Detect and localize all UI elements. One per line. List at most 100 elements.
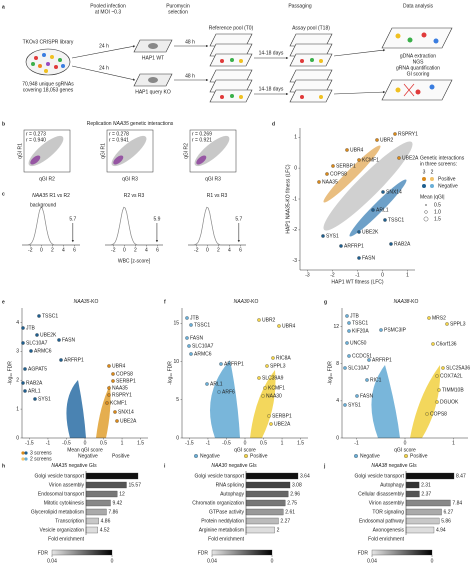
size-swatch xyxy=(423,216,429,222)
legend-label: 1.0 xyxy=(434,209,441,215)
gene-label: FASN xyxy=(190,335,203,341)
step-label: Passaging xyxy=(288,3,312,9)
gene-label: SERBP1 xyxy=(336,163,356,169)
x-tick-label: 2 xyxy=(51,247,54,253)
gene-label: MRS2 xyxy=(432,315,446,321)
cell-line: HAP1 query KO xyxy=(135,89,171,95)
gene-label: COPS8 xyxy=(116,371,133,377)
gene-point xyxy=(381,190,385,194)
fdr-tick-label: 0.04 xyxy=(207,558,217,564)
legend-title: in three screens: xyxy=(420,161,457,167)
plot-frame xyxy=(23,129,71,173)
gene-point xyxy=(257,376,261,380)
gene-label: ARFRP1 xyxy=(64,357,84,363)
gene-label: SPPL3 xyxy=(450,321,466,327)
y-tick-label: 0 xyxy=(336,435,339,441)
analysis-step: gRNA quantification xyxy=(396,65,440,71)
gene-point xyxy=(435,400,439,404)
gene-point xyxy=(389,242,393,246)
gene-label: ARMC6 xyxy=(34,348,52,354)
bar xyxy=(85,526,98,534)
fitness-scatter-cloud xyxy=(323,141,413,237)
y-tick-label: -2 xyxy=(293,227,298,233)
x-axis-label: qGI R3 xyxy=(122,176,138,182)
gene-point xyxy=(383,218,387,222)
x-tick-label: 0 xyxy=(244,440,247,446)
value-label: 2.61 xyxy=(285,509,295,515)
category-label: Arginine metabolism xyxy=(199,527,244,533)
schematic xyxy=(25,27,453,103)
x-tick-label: -2 xyxy=(28,247,33,253)
value-label: 4.94 xyxy=(436,527,446,533)
x-axis-label: qGI R2 xyxy=(39,176,55,182)
duration: 14-18 days xyxy=(259,50,284,56)
gene-label: SNX14 xyxy=(118,409,134,415)
correlation: r = 0.269 xyxy=(192,131,212,137)
y-tick-label: 10 xyxy=(173,359,179,365)
gene-label: UBE2K xyxy=(362,229,379,235)
gene-label: FASN xyxy=(360,393,373,399)
x-tick-label: 0 xyxy=(206,247,209,253)
x-tick-label: 4 xyxy=(145,247,148,253)
panel-title: NAA35-KO xyxy=(74,299,99,305)
gene-label: ARFRP1 xyxy=(344,243,364,249)
legend-title: Mean |qGI| xyxy=(420,194,445,200)
gene-label: UBR2 xyxy=(262,317,276,323)
category-label: Mitotic cytokinesis xyxy=(44,500,85,506)
gene-label: ARL1 xyxy=(376,207,389,213)
x-tick-label: -1 xyxy=(355,272,360,278)
gene-label: ARFRP1 xyxy=(224,361,244,367)
gene-point xyxy=(265,364,269,368)
gene-point xyxy=(321,234,325,238)
gene-label: ARL1 xyxy=(28,388,41,394)
title-part: NAA35 xyxy=(51,463,67,469)
x-tick-label: -2 xyxy=(111,247,116,253)
legend-label: Positive xyxy=(410,453,428,459)
gene-label: TSSC1 xyxy=(352,320,368,326)
gene-label: SLC25A36 xyxy=(446,365,470,371)
title-part: -KO xyxy=(89,299,98,305)
category-label: Vesicle organization xyxy=(40,527,85,533)
panel-title: NAA35 R1 vs R2 xyxy=(32,193,70,199)
gene-label: SPPL3 xyxy=(270,363,286,369)
gene-point xyxy=(263,386,267,390)
value-label: 5.86 xyxy=(441,518,451,524)
value-label: 2.27 xyxy=(280,518,290,524)
x-axis-label: WBC [z-score] xyxy=(118,258,151,264)
value-label: 3.64 xyxy=(300,473,310,479)
y-tick-label: -1 xyxy=(293,196,298,202)
title-part: negative GIs xyxy=(387,463,417,469)
bar xyxy=(245,499,286,507)
legend-swatch xyxy=(404,454,408,458)
gene-label: KCMF1 xyxy=(110,400,127,406)
gene-point xyxy=(375,138,379,142)
title-part: NAA38 xyxy=(394,299,410,305)
bar xyxy=(245,508,284,516)
category-label: Endosomal pathway xyxy=(359,518,405,524)
x-tick-label: 1 xyxy=(406,272,409,278)
correlation: r = 0.921 xyxy=(192,137,212,143)
gene-point xyxy=(345,148,349,152)
library-note: covering 18,053 genes xyxy=(23,87,74,93)
gene-label: NAA35 xyxy=(112,385,128,391)
gene-label: SLC10A7 xyxy=(192,343,214,349)
panel-letter: h xyxy=(2,463,5,469)
gene-point xyxy=(107,386,111,390)
x-axis-label: Fold enrichment xyxy=(368,536,404,542)
legend-label: Negative xyxy=(78,453,98,459)
gene-point xyxy=(185,316,189,320)
axes xyxy=(299,128,415,271)
title-part: NAA30 xyxy=(234,299,250,305)
y-axis-label: qGI R1 xyxy=(100,143,106,159)
gene-label: RAB2A xyxy=(394,241,411,247)
fdr-gradient xyxy=(371,549,433,556)
category-label: Golgi vesicle transport xyxy=(195,473,245,479)
x-tick-label: 0 xyxy=(123,247,126,253)
gene-label: NAA30 xyxy=(266,393,282,399)
gene-point xyxy=(347,329,351,333)
gene-label: COX7A2L xyxy=(440,373,463,379)
x-tick-label: -1 xyxy=(46,440,51,446)
gene-label: UBE2A xyxy=(402,155,419,161)
panel-title: R1 vs R3 xyxy=(207,193,228,199)
legend-label: 3 screens xyxy=(30,450,52,456)
